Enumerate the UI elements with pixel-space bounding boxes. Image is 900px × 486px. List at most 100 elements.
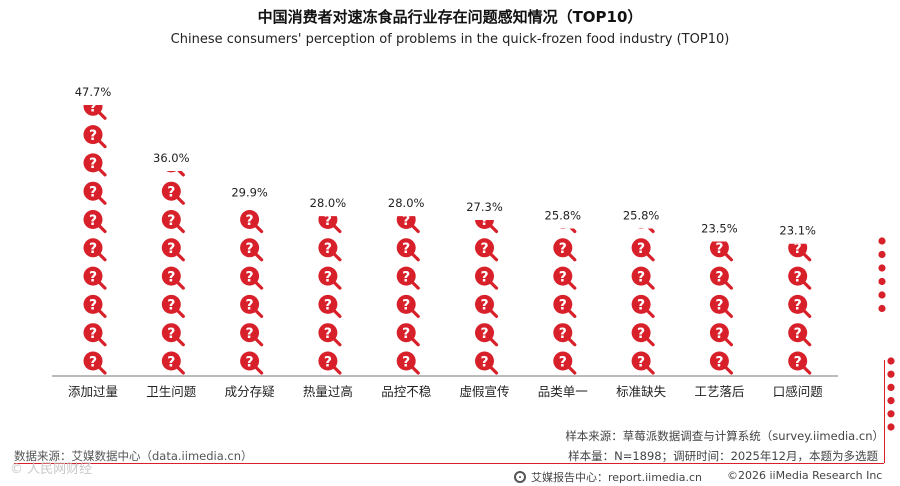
iimedia-logo-icon	[514, 471, 526, 483]
bar-1	[81, 105, 107, 375]
question-magnifier-icon	[395, 236, 420, 262]
question-magnifier-icon	[316, 293, 342, 318]
value-label-7: 25.8%	[545, 209, 582, 223]
value-label-4: 28.0%	[310, 196, 347, 210]
question-magnifier-icon	[81, 236, 107, 262]
category-label-9: 工艺落后	[694, 384, 744, 399]
question-magnifier-icon	[238, 349, 264, 375]
category-label-4: 热量过高	[303, 384, 353, 399]
question-magnifier-icon	[81, 349, 107, 375]
copyright-text: ©2026 iiMedia Research Inc	[727, 469, 883, 482]
question-magnifier-icon	[629, 236, 655, 262]
chart-title: 中国消费者对速冻食品行业存在问题感知情况（TOP10）	[257, 8, 643, 26]
question-magnifier-icon	[81, 208, 107, 234]
value-label-2: 36.0%	[153, 151, 190, 165]
category-label-5: 品控不稳	[381, 384, 432, 399]
question-magnifier-icon	[316, 321, 342, 347]
sample-source-note: 样本来源：草莓派数据调查与计算系统（survey.iimedia.cn）	[565, 429, 884, 443]
sample-size-note: 样本量：N=1898；调研时间：2025年12月，本题为多选题	[568, 449, 878, 463]
question-magnifier-icon	[395, 265, 420, 290]
question-magnifier-icon	[160, 208, 185, 234]
decorative-dot	[887, 423, 895, 431]
question-magnifier-icon	[160, 180, 185, 205]
question-magnifier-icon	[160, 236, 185, 262]
question-magnifier-icon	[473, 265, 499, 290]
question-magnifier-icon	[629, 349, 655, 375]
question-magnifier-icon	[395, 216, 420, 234]
question-magnifier-icon	[162, 125, 184, 147]
question-magnifier-icon	[395, 349, 420, 375]
question-magnifier-icon	[238, 208, 264, 234]
question-magnifier-icon	[629, 293, 655, 318]
question-magnifier-icon	[238, 265, 264, 290]
question-magnifier-icon	[238, 236, 264, 262]
brand-link[interactable]: 艾媒报告中心：report.iimedia.cn	[514, 469, 702, 485]
question-magnifier-icon	[786, 243, 812, 262]
question-magnifier-icon	[160, 293, 185, 318]
question-magnifier-icon	[632, 182, 654, 204]
decorative-dot	[878, 237, 886, 245]
question-magnifier-icon	[238, 293, 264, 318]
question-magnifier-icon	[81, 321, 107, 347]
question-magnifier-icon	[81, 265, 107, 290]
question-magnifier-icon	[81, 151, 107, 177]
question-magnifier-icon	[81, 293, 107, 318]
bar-5	[395, 216, 420, 375]
question-magnifier-icon	[786, 321, 812, 347]
question-magnifier-icon	[160, 265, 185, 290]
watermark: © 人民网财经	[10, 462, 93, 477]
decorative-dot	[878, 264, 886, 272]
question-magnifier-icon	[708, 321, 734, 347]
question-magnifier-icon	[160, 349, 185, 375]
chart-subtitle: Chinese consumers' perception of problem…	[170, 32, 730, 47]
footer-divider	[14, 463, 884, 464]
value-label-10: 23.1%	[779, 224, 816, 238]
bar-4	[316, 216, 342, 375]
question-magnifier-icon	[551, 236, 577, 262]
question-magnifier-icon	[81, 105, 107, 120]
question-magnifier-icon	[629, 265, 655, 290]
brand-text: 艾媒报告中心：report.iimedia.cn	[531, 471, 702, 484]
value-label-5: 28.0%	[388, 196, 425, 210]
decorative-dot	[887, 397, 895, 405]
question-magnifier-icon	[316, 265, 342, 290]
category-label-10: 口感问题	[773, 384, 824, 399]
question-magnifier-icon	[238, 321, 264, 347]
decorative-dot	[887, 410, 895, 418]
question-magnifier-icon	[473, 236, 499, 262]
question-magnifier-icon	[786, 293, 812, 318]
question-magnifier-icon	[395, 321, 420, 347]
question-magnifier-icon	[81, 123, 107, 149]
category-label-7: 品类单一	[538, 384, 588, 399]
question-magnifier-icon	[708, 241, 734, 262]
question-magnifier-icon	[708, 349, 734, 375]
decorative-dot	[887, 357, 895, 365]
value-label-1: 47.7%	[75, 85, 112, 99]
decorative-dot	[887, 383, 895, 391]
category-label-2: 卫生问题	[146, 384, 197, 399]
question-magnifier-icon	[553, 182, 575, 204]
question-magnifier-icon	[316, 236, 342, 262]
decorative-dot	[878, 250, 886, 259]
question-magnifier-icon	[81, 180, 107, 205]
question-magnifier-icon	[786, 265, 812, 290]
value-label-8: 25.8%	[623, 209, 660, 223]
question-magnifier-icon	[786, 349, 812, 375]
category-label-6: 虚假宣传	[459, 384, 509, 399]
category-label-3: 成分存疑	[225, 384, 276, 399]
value-label-6: 27.3%	[466, 200, 503, 214]
footer-divider-vertical	[884, 360, 885, 463]
category-label-8: 标准缺失	[616, 384, 667, 399]
decorative-dot	[878, 304, 886, 313]
question-magnifier-icon	[160, 321, 185, 347]
question-magnifier-icon	[316, 349, 342, 375]
question-magnifier-icon	[395, 293, 420, 318]
decorative-dot	[878, 277, 886, 286]
question-magnifier-icon	[473, 349, 499, 375]
category-label-1: 添加过量	[68, 384, 118, 399]
question-magnifier-icon	[708, 293, 734, 318]
value-label-9: 23.5%	[701, 221, 738, 235]
value-label-3: 29.9%	[231, 185, 268, 199]
question-magnifier-icon	[473, 321, 499, 347]
